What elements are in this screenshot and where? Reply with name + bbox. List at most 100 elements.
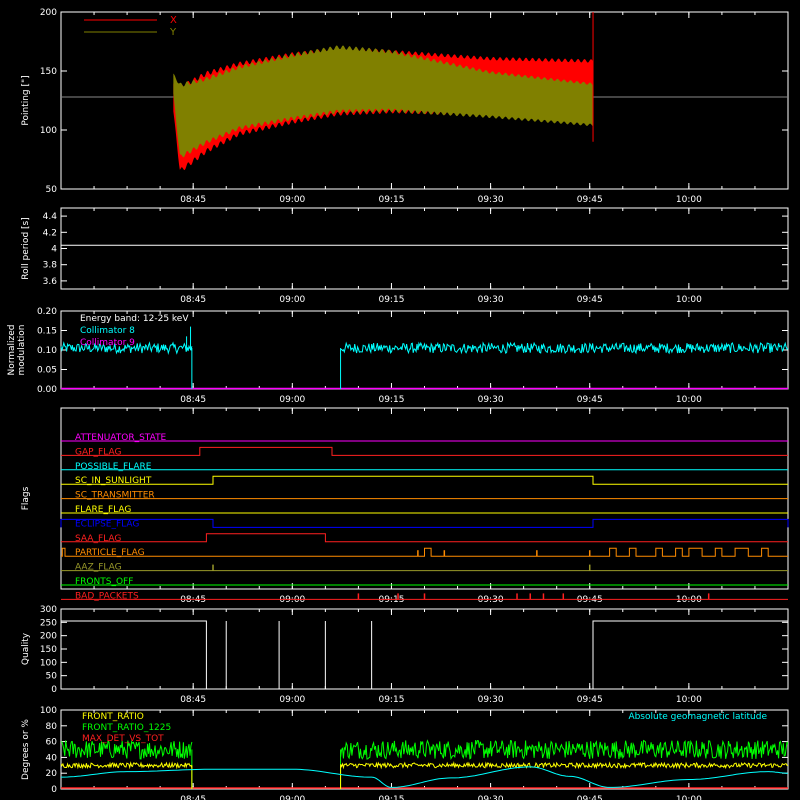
flag-label-particle-flag: PARTICLE_FLAG (75, 548, 145, 558)
legend-front-ratio: FRONT_RATIO (82, 712, 144, 722)
flag-label-bad-packets: BAD_PACKETS (75, 591, 139, 601)
flags-xtick-label: 09:15 (378, 595, 404, 605)
front-xtick-label: 09:30 (478, 795, 504, 800)
flag-label-eclipse-flag: ECLIPSE_FLAG (75, 519, 139, 529)
quality-xtick-label: 09:45 (577, 695, 603, 705)
collimator-8-segment (340, 341, 789, 355)
front-xtick-label: 09:15 (378, 795, 404, 800)
roll-ytick-label: 3.6 (43, 277, 58, 287)
flag-line-eclipse-flag (60, 518, 789, 528)
modulation-ytick-label: 0.05 (37, 366, 57, 376)
roll-xtick-label: 09:30 (478, 295, 504, 305)
roll-ylabel: Roll period [s] (21, 217, 31, 279)
series-front-ratio (340, 761, 788, 770)
series-front-ratio-1225 (61, 739, 193, 760)
modulation-xtick-label: 08:45 (180, 395, 206, 405)
pointing-plot (61, 12, 788, 171)
roll-ytick-label: 4.4 (43, 212, 58, 222)
front-ytick-label: 60 (46, 738, 58, 748)
roll-xtick-label: 08:45 (180, 295, 206, 305)
pointing-series-y (173, 45, 594, 158)
series-front-ratio-1225 (340, 739, 788, 761)
flags-xtick-label: 09:45 (577, 595, 603, 605)
pointing-panel: 08:45 09:00 09:15 09:30 09:45 10:00 50 100 150 20… (21, 8, 789, 205)
pointing-ytick-label: 50 (46, 185, 58, 195)
quality-ytick-label: 250 (40, 618, 57, 628)
modulation-xtick-label: 09:30 (478, 395, 504, 405)
quality-xtick-label: 09:00 (279, 695, 305, 705)
front-ytick-label: 80 (46, 722, 58, 732)
quality-panel: 08:45 09:00 09:15 09:30 09:45 10:00 0 50 100 150 2… (21, 605, 789, 705)
pointing-xtick-label: 09:30 (478, 195, 504, 205)
flags-xtick-label: 09:30 (478, 595, 504, 605)
legend-front-ratio-1225: FRONT_RATIO_1225 (82, 723, 171, 733)
quality-xtick-label: 10:00 (676, 695, 702, 705)
series-geomagnetic-latitude (61, 766, 788, 788)
flag-label-possible-flare: POSSIBLE_FLARE (75, 462, 152, 472)
modulation-energy-band: Energy band: 12-25 keV (80, 314, 189, 324)
pointing-ylabel: Pointing ["] (21, 75, 31, 125)
pointing-xtick-label: 08:45 (180, 195, 206, 205)
legend-geomagnetic-latitude: Absolute geomagnetic latitude (628, 712, 767, 722)
roll-xtick-label: 10:00 (676, 295, 702, 305)
series-front-ratio (61, 761, 193, 770)
modulation-xtick-label: 09:15 (378, 395, 404, 405)
flags-xtick-label: 10:00 (676, 595, 702, 605)
pointing-ytick-label: 150 (40, 67, 57, 77)
front-xtick-label: 10:00 (676, 795, 702, 800)
quality-xtick-label: 09:15 (378, 695, 404, 705)
front-ytick-label: 0 (51, 785, 57, 795)
flags-panel: 08:45 09:00 09:15 09:30 09:45 10:00 Flags ATTEN… (21, 407, 789, 605)
quality-xtick-label: 08:45 (180, 695, 206, 705)
front-ytick-label: 20 (46, 769, 58, 779)
quality-ytick-label: 50 (46, 672, 58, 682)
pointing-xtick-label: 09:15 (378, 195, 404, 205)
front-ylabel: Degrees or % (21, 719, 31, 780)
flags-ylabel: Flags (21, 486, 31, 510)
pointing-ytick-label: 100 (40, 126, 57, 136)
roll-ytick-label: 4 (51, 245, 57, 255)
flag-label-fronts-off: FRONTS_OFF (75, 577, 133, 587)
flag-line-sc-in-sunlight (61, 475, 788, 485)
front-xtick-label: 08:45 (180, 795, 206, 800)
pointing-xtick-label: 10:00 (676, 195, 702, 205)
front-panel: 08:45 09:00 09:15 09:30 09:45 10:00 0 20 40 60 80 1… (21, 706, 789, 800)
modulation-panel: 08:45 09:00 09:15 09:30 09:45 10:00 0.00 0.05 0.… (7, 307, 789, 405)
flag-line-gap-flag (61, 446, 788, 456)
modulation-ylabel-line: Normalized (7, 324, 17, 375)
modulation-ylabel: Normalizedmodulation (7, 324, 27, 375)
legend-label-y: Y (169, 27, 177, 38)
flag-label-sc-transmitter: SC_TRANSMITTER (75, 491, 155, 501)
flag-line-particle-flag (61, 547, 788, 557)
front-ytick-label: 100 (40, 706, 57, 716)
modulation-ylabel-line: modulation (17, 325, 27, 376)
flag-label-aaz-flag: AAZ_FLAG (75, 563, 122, 573)
legend-collimator-8: Collimator 8 (80, 326, 135, 336)
quality-ytick-label: 150 (40, 645, 57, 655)
pointing-xtick-label: 09:00 (279, 195, 305, 205)
flags-xtick-label: 09:00 (279, 595, 305, 605)
quality-ytick-label: 100 (40, 658, 57, 668)
roll-panel: 08:45 09:00 09:15 09:30 09:45 10:00 3.6 3.8 4 4.2… (21, 207, 789, 305)
flag-line-saa-flag (61, 533, 788, 543)
modulation-ytick-label: 0.15 (37, 327, 57, 337)
front-ytick-label: 40 (46, 753, 58, 763)
quality-ytick-label: 200 (40, 632, 57, 642)
roll-xtick-label: 09:00 (279, 295, 305, 305)
flag-label-sc-in-sunlight: SC_IN_SUNLIGHT (75, 476, 152, 486)
flag-label-gap-flag: GAP_FLAG (75, 447, 121, 457)
modulation-ytick-label: 0.20 (37, 307, 57, 317)
flag-label-flare-flag: FLARE_FLAG (75, 505, 131, 515)
pointing-xtick-label: 09:45 (577, 195, 603, 205)
legend-label-x: X (170, 15, 177, 26)
pointing-ytick-label: 200 (40, 8, 57, 18)
quality-ylabel: Quality (21, 632, 31, 665)
legend-collimator-9: Collimator 9 (80, 338, 135, 348)
front-xtick-label: 09:00 (279, 795, 305, 800)
modulation-ytick-label: 0.00 (37, 385, 57, 395)
quality-line (61, 620, 788, 690)
flags-xtick-label: 08:45 (180, 595, 206, 605)
modulation-ytick-label: 0.10 (37, 346, 57, 356)
modulation-xtick-label: 10:00 (676, 395, 702, 405)
